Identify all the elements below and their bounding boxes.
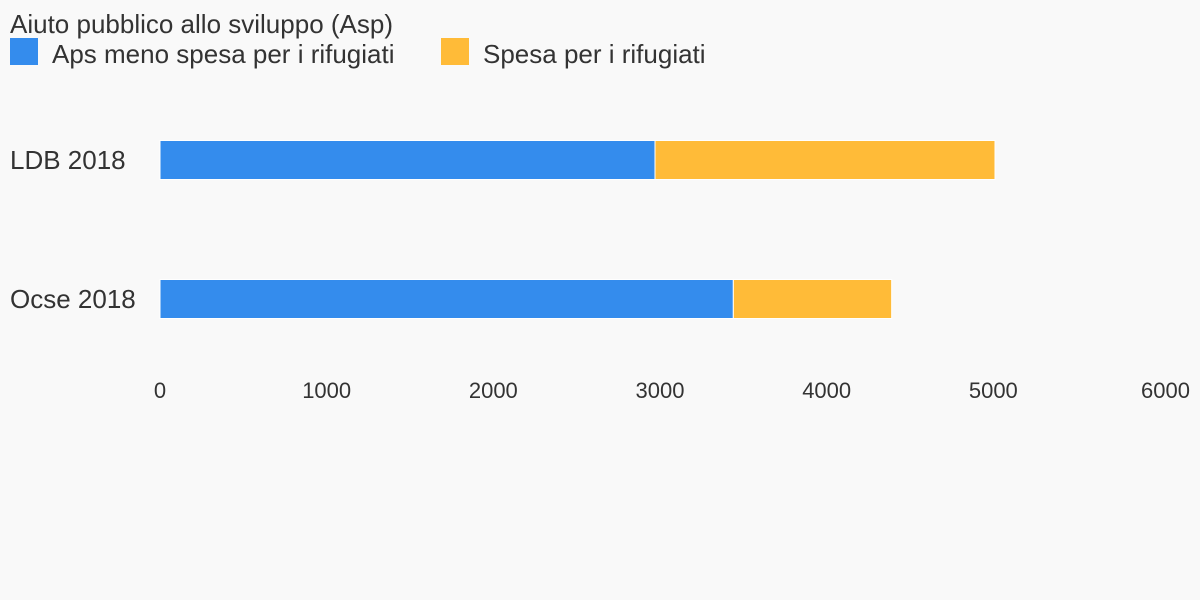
legend-swatch-aps-meno-spesa (10, 38, 38, 65)
x-tick-label-4000: 4000 (802, 378, 851, 403)
x-tick-label-6000: 6000 (1141, 378, 1190, 403)
legend-label-spesa-rifugiati: Spesa per i rifugiati (483, 39, 706, 69)
category-labels: LDB 2018 Ocse 2018 (10, 145, 136, 314)
x-axis-ticks: 0 1000 2000 3000 4000 5000 6000 (154, 378, 1190, 403)
x-tick-label-2000: 2000 (469, 378, 518, 403)
legend-label-aps-meno-spesa: Aps meno spesa per i rifugiati (52, 39, 395, 69)
x-tick-label-5000: 5000 (969, 378, 1018, 403)
bar-ocse-2018-series-2 (732, 279, 893, 319)
legend-swatch-spesa-rifugiati (441, 38, 469, 65)
category-label-ldb-2018: LDB 2018 (10, 145, 126, 175)
chart-title: Aiuto pubblico allo sviluppo (Asp) (10, 9, 393, 39)
x-tick-label-0: 0 (154, 378, 166, 403)
bars (159, 140, 996, 319)
category-label-ocse-2018: Ocse 2018 (10, 284, 136, 314)
bar-ldb-2018-series-1 (159, 140, 656, 180)
bar-ocse-2018-series-1 (159, 279, 734, 319)
legend: Aps meno spesa per i rifugiati Spesa per… (10, 38, 706, 69)
x-tick-label-3000: 3000 (636, 378, 685, 403)
bar-ldb-2018-series-2 (654, 140, 996, 180)
x-tick-label-1000: 1000 (302, 378, 351, 403)
